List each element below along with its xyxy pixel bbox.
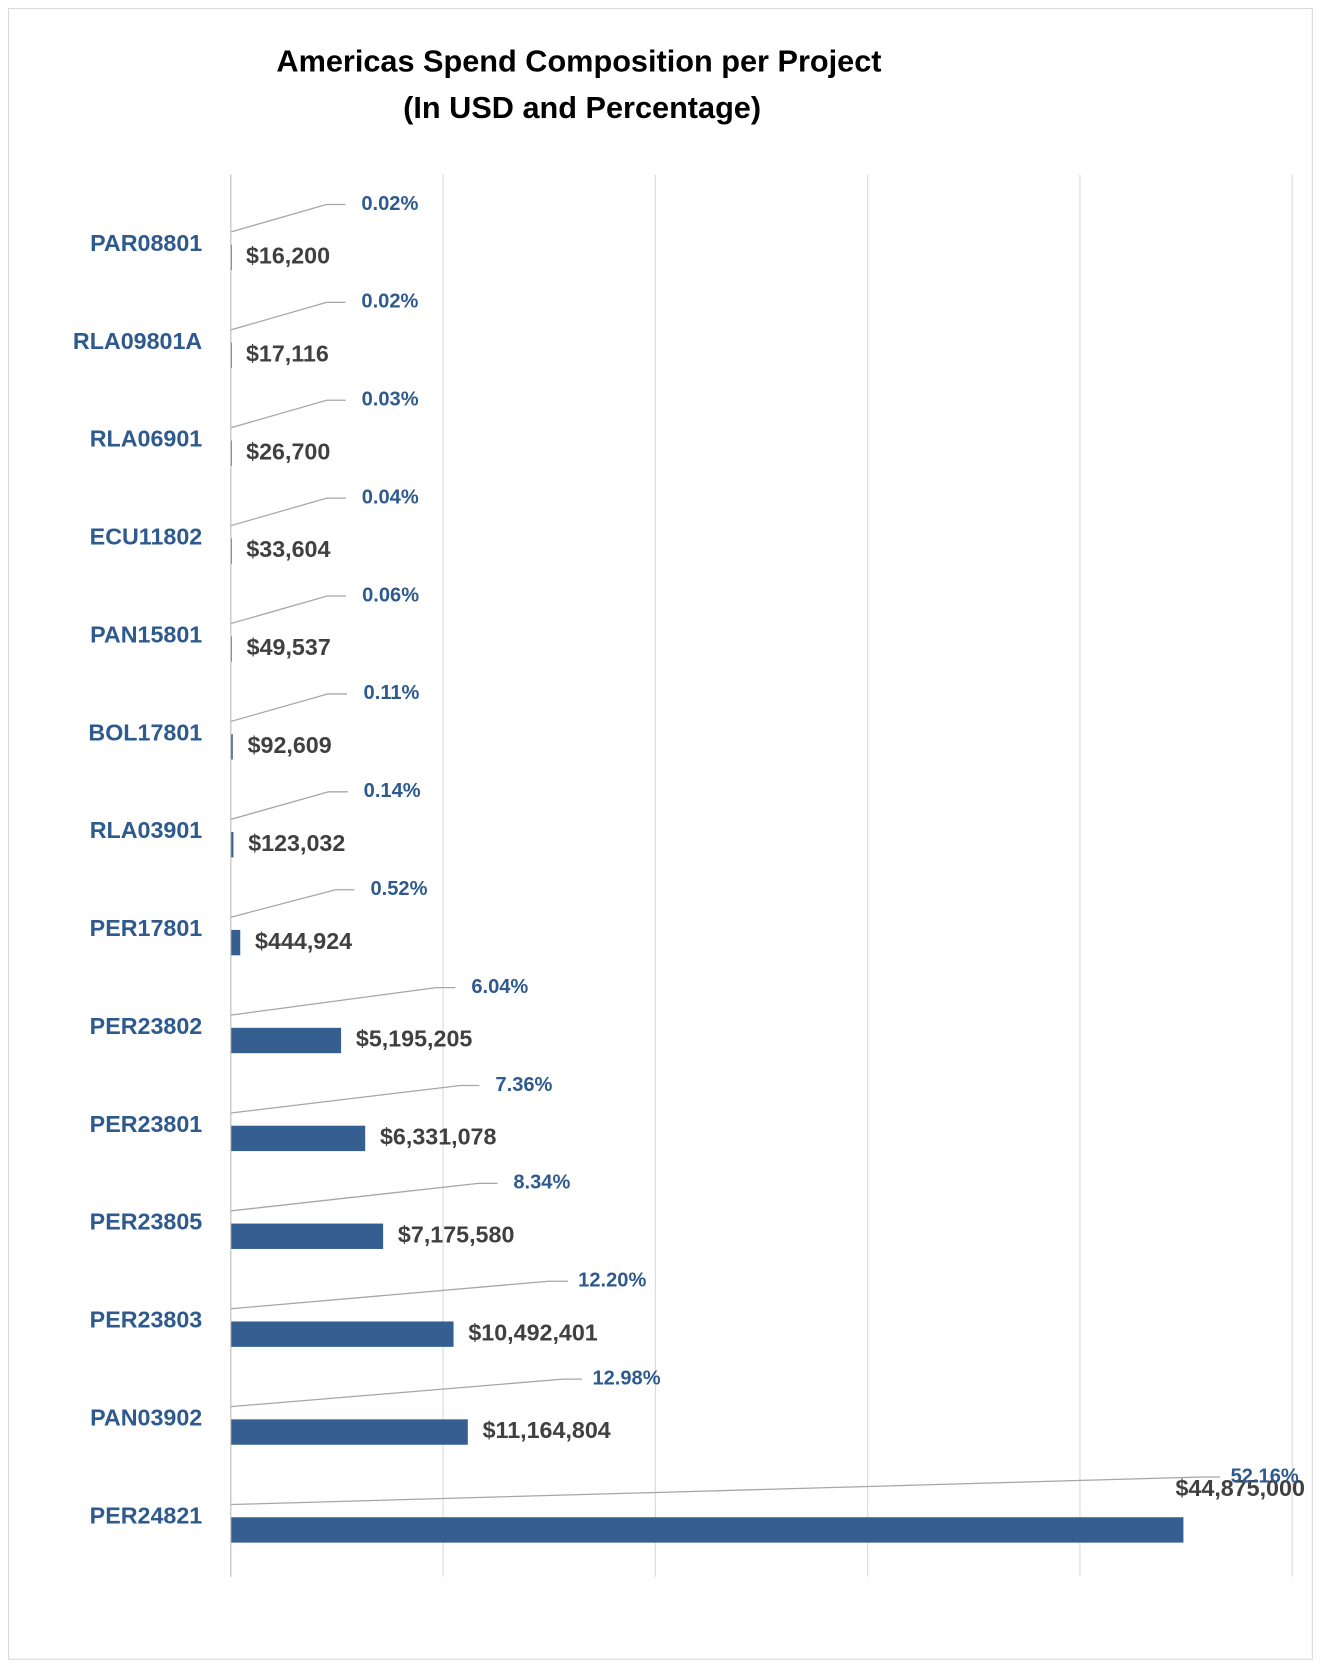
leader-line xyxy=(230,1476,1221,1506)
value-label: $49,537 xyxy=(247,634,331,660)
leader-line xyxy=(230,595,347,625)
category-label: PER17801 xyxy=(90,915,203,941)
leader-line xyxy=(230,889,355,918)
bar xyxy=(230,1027,342,1054)
leader-line xyxy=(230,693,348,723)
leader-line xyxy=(230,399,346,429)
percent-label: 0.04% xyxy=(362,486,419,508)
percent-label: 12.98% xyxy=(592,1367,660,1389)
chart-title: Americas Spend Composition per Project xyxy=(276,44,881,79)
category-label: ECU11802 xyxy=(90,524,203,550)
value-label: $17,116 xyxy=(246,340,329,366)
percent-label: 52.16% xyxy=(1231,1465,1299,1487)
category-label: RLA03901 xyxy=(90,817,203,843)
leader-line xyxy=(230,1280,568,1310)
bar xyxy=(230,1223,384,1249)
percent-label: 0.02% xyxy=(361,291,418,313)
chart-frame xyxy=(8,7,1313,1660)
category-label: BOL17801 xyxy=(88,719,202,745)
percent-label: 6.04% xyxy=(471,976,528,998)
leader-line xyxy=(230,1378,583,1408)
leader-line xyxy=(230,497,346,527)
bar xyxy=(230,1125,366,1152)
leader-line xyxy=(230,1084,480,1114)
value-label: $7,175,580 xyxy=(398,1221,514,1247)
category-label: PER23803 xyxy=(90,1307,203,1333)
bar xyxy=(230,832,234,858)
value-label: $16,200 xyxy=(246,243,330,269)
percent-label: 0.02% xyxy=(361,193,418,215)
category-label: PAN03902 xyxy=(90,1405,202,1431)
bar xyxy=(230,1419,468,1445)
value-label: $5,195,205 xyxy=(356,1026,473,1052)
bar xyxy=(230,734,233,760)
value-label: $10,492,401 xyxy=(468,1319,597,1345)
leader-line xyxy=(230,203,346,233)
category-label: PER23801 xyxy=(90,1111,203,1137)
bar xyxy=(230,1517,1184,1543)
leader-line xyxy=(230,791,348,820)
percent-label: 0.03% xyxy=(362,389,419,411)
chart-subtitle: (In USD and Percentage) xyxy=(403,90,761,125)
bar xyxy=(230,1321,454,1347)
percent-label: 12.20% xyxy=(578,1270,646,1292)
value-label: $33,604 xyxy=(246,536,330,562)
value-label: $44,875,000 xyxy=(1176,1475,1305,1501)
value-label: $6,331,078 xyxy=(380,1124,497,1150)
percent-label: 0.14% xyxy=(364,780,421,802)
category-label: PER24821 xyxy=(90,1502,203,1528)
percent-label: 8.34% xyxy=(513,1172,570,1194)
category-label: PAR08801 xyxy=(90,230,202,256)
category-label: PER23802 xyxy=(90,1013,203,1039)
category-label: RLA09801A xyxy=(73,328,203,354)
leader-line xyxy=(230,1182,498,1212)
bar xyxy=(230,929,241,956)
leader-line xyxy=(230,986,456,1016)
percent-label: 0.52% xyxy=(370,878,427,900)
category-label: PAN15801 xyxy=(90,621,202,647)
leader-line xyxy=(230,301,346,331)
category-label: PER23805 xyxy=(90,1209,203,1235)
percent-label: 0.06% xyxy=(362,584,419,606)
value-label: $26,700 xyxy=(246,438,330,464)
value-label: $11,164,804 xyxy=(483,1417,611,1443)
percent-label: 0.11% xyxy=(364,682,420,704)
value-label: $444,924 xyxy=(255,928,352,954)
value-label: $92,609 xyxy=(248,732,332,758)
value-label: $123,032 xyxy=(248,830,345,856)
percent-label: 7.36% xyxy=(495,1074,552,1096)
category-label: RLA06901 xyxy=(90,426,203,452)
